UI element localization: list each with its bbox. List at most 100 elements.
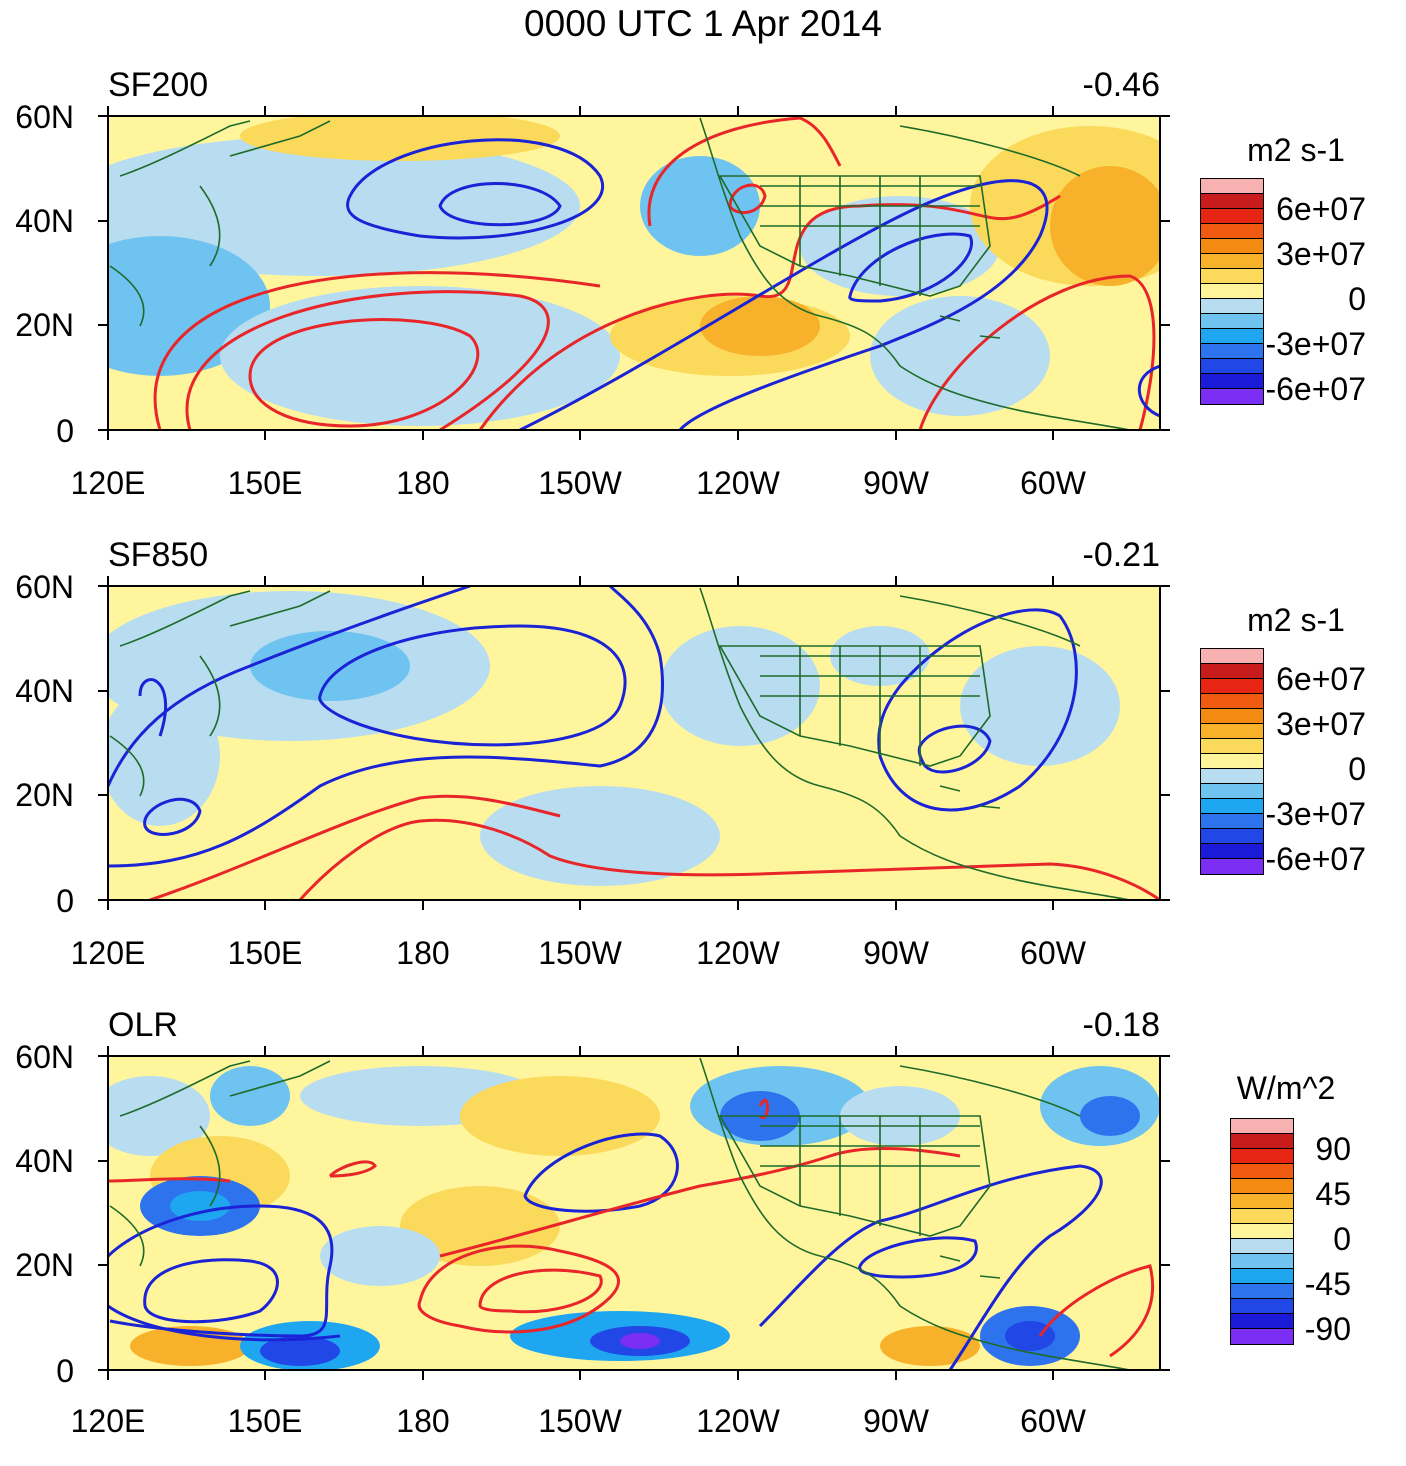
lat-label: 0: [56, 1353, 74, 1389]
lat-label: 40N: [15, 1143, 74, 1179]
legend-swatch: [1201, 179, 1263, 194]
legend-swatch: [1231, 1149, 1293, 1164]
legend-tick: 90: [1315, 1131, 1351, 1167]
legend-tick: 3e+07: [1276, 706, 1366, 742]
lat-label: 40N: [15, 203, 74, 239]
legend-tick: 0: [1348, 281, 1366, 317]
legend-colorbar: [1230, 1118, 1294, 1345]
legend-swatch: [1201, 769, 1263, 784]
shaded-field: [108, 116, 1160, 426]
lon-label: 60W: [1020, 1403, 1086, 1439]
lon-label: 90W: [863, 935, 929, 971]
panel-sf850: SF850 -0.21: [0, 536, 1406, 996]
legend-swatch: [1201, 314, 1263, 329]
lat-label: 20N: [15, 307, 74, 343]
legend-swatch: [1201, 284, 1263, 299]
legend-swatch: [1201, 694, 1263, 709]
legend-swatch: [1201, 664, 1263, 679]
legend-tick: -3e+07: [1265, 796, 1366, 832]
legend-swatch: [1231, 1269, 1293, 1284]
legend-swatch: [1231, 1329, 1293, 1344]
panel-sf200: SF200 -0.46: [0, 66, 1406, 526]
coastlines: [109, 587, 1131, 900]
map-plot: [98, 1046, 1170, 1380]
lat-label: 0: [56, 883, 74, 919]
lon-label: 150W: [538, 465, 622, 501]
legend-swatch: [1201, 254, 1263, 269]
legend-tick: -3e+07: [1265, 326, 1366, 362]
legend-tick: -45: [1304, 1266, 1351, 1302]
lon-label: 120W: [696, 935, 780, 971]
legend-swatch: [1201, 374, 1263, 389]
panel-olr: OLR -0.18: [0, 1006, 1406, 1466]
panel-correlation: -0.46: [1082, 66, 1161, 104]
axis-ticks: [98, 106, 1170, 440]
contours: [153, 116, 1160, 430]
lon-label: 90W: [863, 465, 929, 501]
legend-swatch: [1201, 209, 1263, 224]
axis-ticks: [98, 1046, 1170, 1380]
contours: [108, 586, 1160, 900]
lon-label: 150E: [227, 1403, 303, 1439]
legend-swatch: [1201, 859, 1263, 874]
legend-swatch: [1201, 299, 1263, 314]
color-legend: m2 s-1 6e+07 3e+07 0 -3e+07 -6e+07: [1196, 602, 1406, 902]
lon-label: 120E: [70, 1403, 146, 1439]
plot-frame: [107, 1055, 1161, 1371]
lon-label: 120W: [696, 465, 780, 501]
map-plot: [98, 106, 1170, 440]
lon-label: 60W: [1020, 935, 1086, 971]
legend-swatch: [1231, 1209, 1293, 1224]
panel-correlation: -0.18: [1082, 1006, 1161, 1044]
legend-tick: -6e+07: [1265, 841, 1366, 877]
legend-swatch: [1231, 1119, 1293, 1134]
lon-label: 150E: [227, 465, 303, 501]
lon-label: 150E: [227, 935, 303, 971]
legend-swatch: [1201, 224, 1263, 239]
legend-swatch: [1231, 1299, 1293, 1314]
color-legend: W/m^2 90 45 0 -45 -90: [1226, 1070, 1406, 1370]
figure-title: 0000 UTC 1 Apr 2014: [524, 3, 882, 44]
legend-tick: 6e+07: [1276, 191, 1366, 227]
legend-swatch: [1201, 844, 1263, 859]
map-plot: [98, 576, 1170, 910]
axis-ticks: [98, 576, 1170, 910]
legend-swatch: [1201, 814, 1263, 829]
legend-swatch: [1231, 1239, 1293, 1254]
lon-label: 180: [396, 465, 450, 501]
legend-colorbar: [1200, 178, 1264, 405]
lon-label: 180: [396, 1403, 450, 1439]
contours: [108, 1098, 1155, 1370]
legend-tick: -6e+07: [1265, 371, 1366, 407]
legend-colorbar: [1200, 648, 1264, 875]
legend-swatch: [1231, 1254, 1293, 1269]
coastlines: [109, 1057, 1131, 1370]
legend-swatch: [1201, 679, 1263, 694]
legend-swatch: [1201, 389, 1263, 404]
legend-swatch: [1201, 359, 1263, 374]
lat-label: 60N: [15, 99, 74, 135]
plot-frame: [107, 115, 1161, 431]
panel-title: SF200: [108, 66, 209, 104]
legend-swatch: [1231, 1194, 1293, 1209]
panel-title: SF850: [108, 536, 209, 574]
lon-label: 180: [396, 935, 450, 971]
legend-swatch: [1201, 724, 1263, 739]
legend-swatch: [1201, 799, 1263, 814]
legend-tick: 3e+07: [1276, 236, 1366, 272]
legend-units: W/m^2: [1236, 1070, 1336, 1106]
lat-label: 60N: [15, 1039, 74, 1075]
legend-swatch: [1201, 829, 1263, 844]
panel-correlation: -0.21: [1082, 536, 1161, 574]
legend-swatch: [1201, 239, 1263, 254]
lat-label: 20N: [15, 1247, 74, 1283]
legend-swatch: [1201, 784, 1263, 799]
lon-label: 150W: [538, 935, 622, 971]
legend-swatch: [1201, 649, 1263, 664]
plot-frame: [107, 585, 1161, 901]
lat-label: 60N: [15, 569, 74, 605]
legend-tick: -90: [1304, 1311, 1351, 1347]
legend-swatch: [1231, 1134, 1293, 1149]
lat-label: 0: [56, 413, 74, 449]
legend-swatch: [1201, 709, 1263, 724]
